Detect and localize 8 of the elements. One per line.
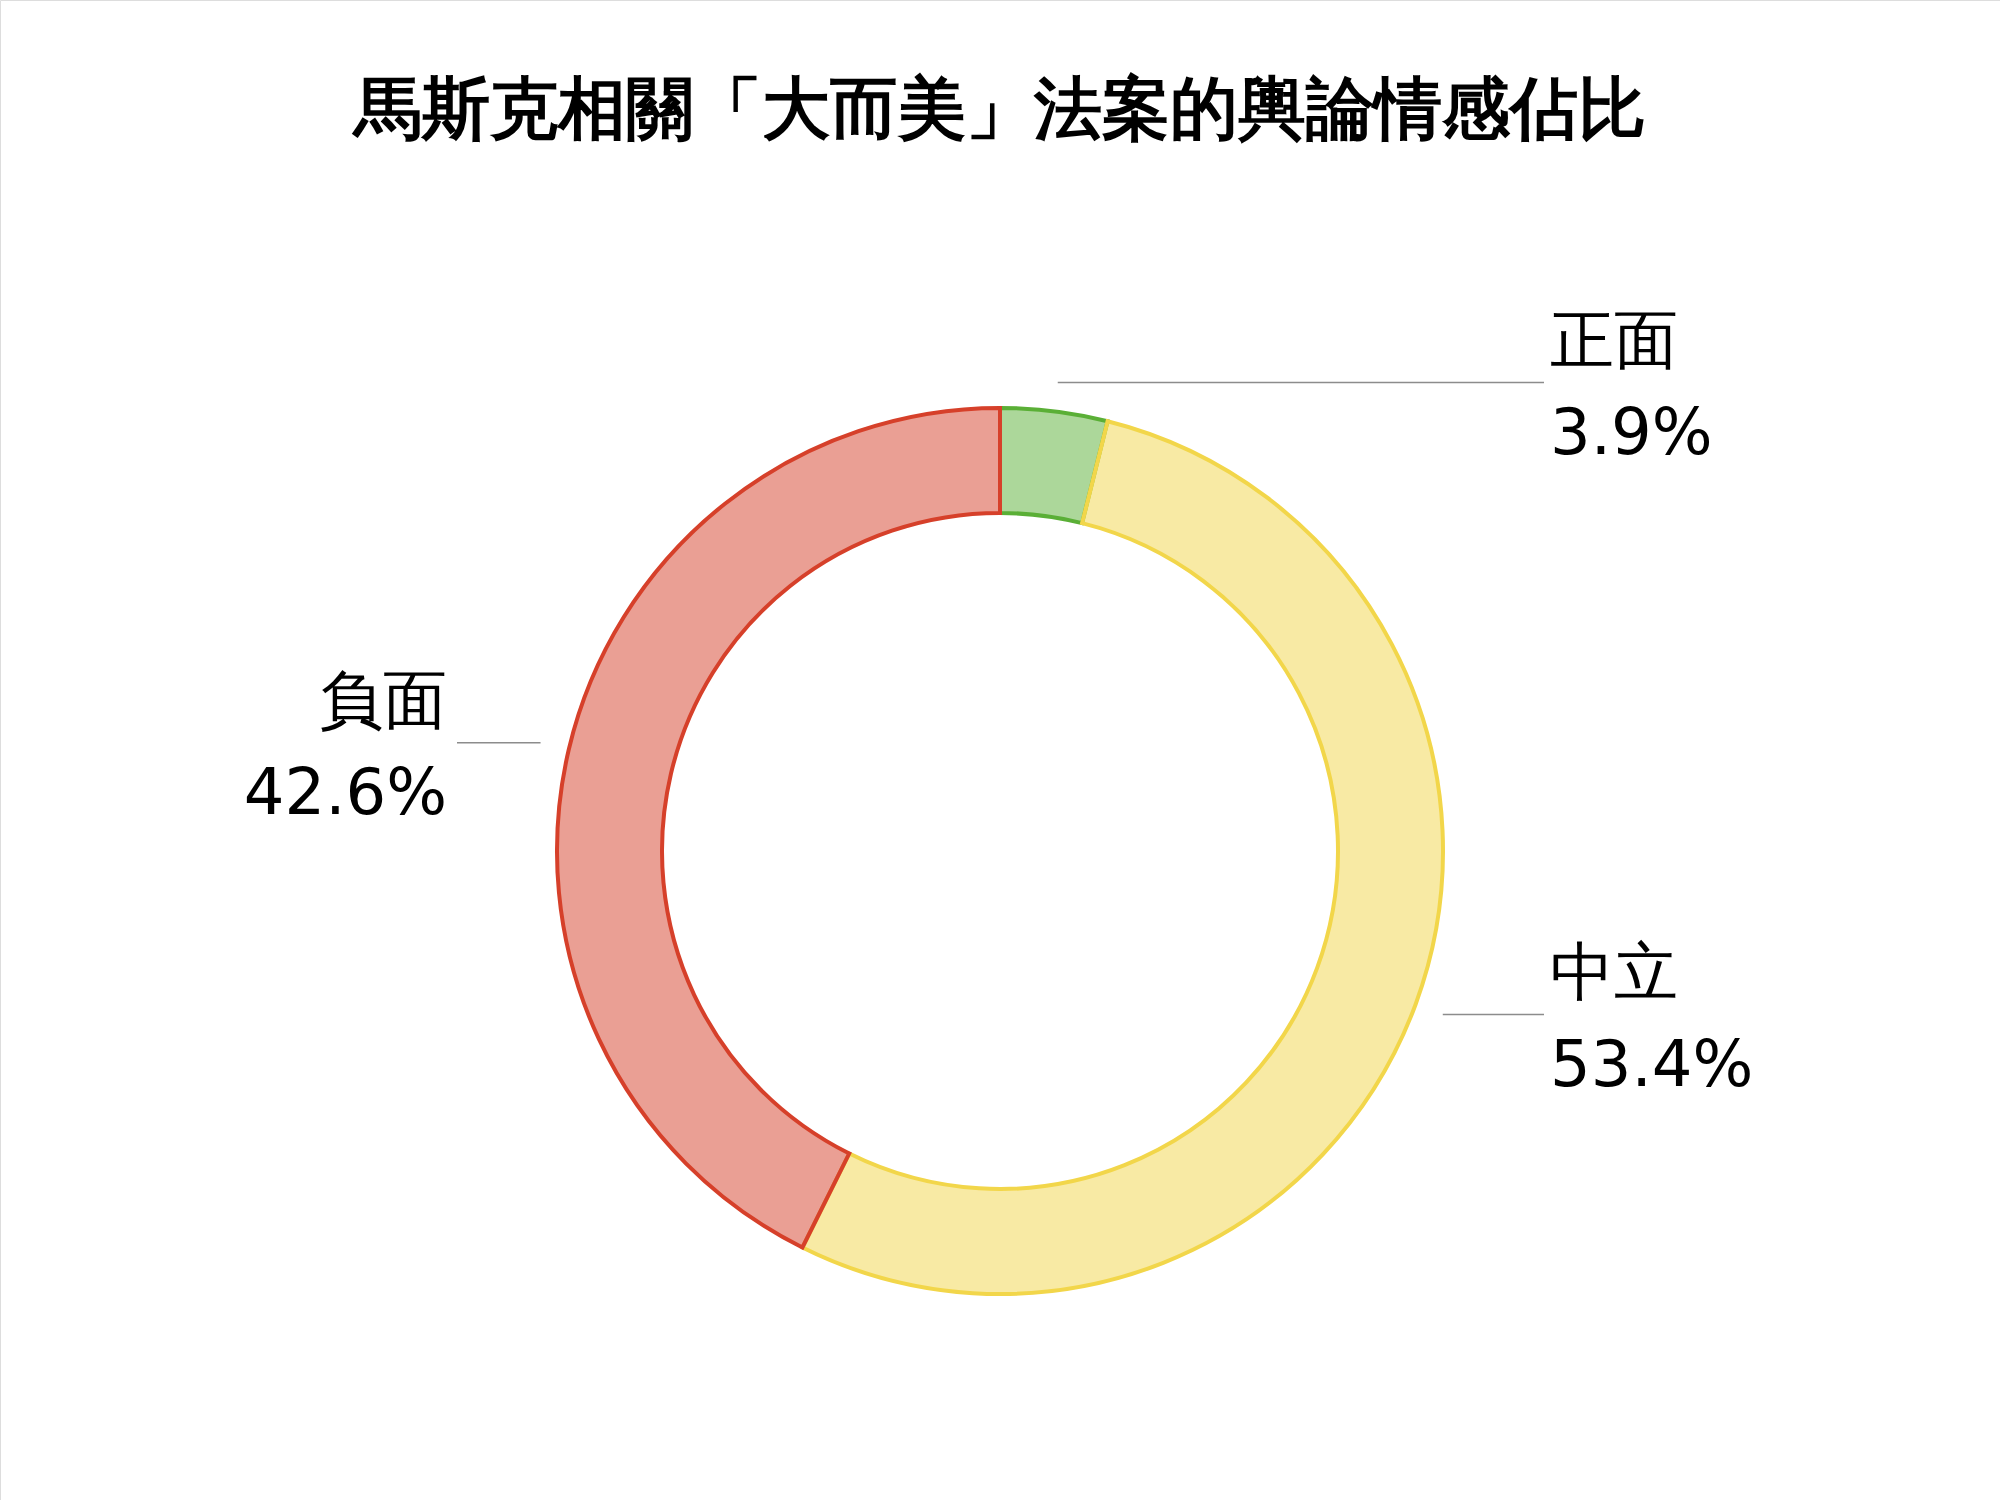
slice-label: 正面 bbox=[1550, 302, 1678, 377]
data-label: 42.6% bbox=[243, 754, 447, 829]
data-label: 3.9% bbox=[1550, 394, 1713, 469]
donut-slice bbox=[555, 406, 1002, 1250]
slice-label: 負面 bbox=[319, 662, 447, 737]
chart-title: 馬斯克相關「大而美」法案的輿論情感佔比 bbox=[351, 68, 1646, 148]
data-label: 53.4% bbox=[1550, 1026, 1754, 1101]
slice-label: 中立 bbox=[1550, 934, 1678, 1009]
